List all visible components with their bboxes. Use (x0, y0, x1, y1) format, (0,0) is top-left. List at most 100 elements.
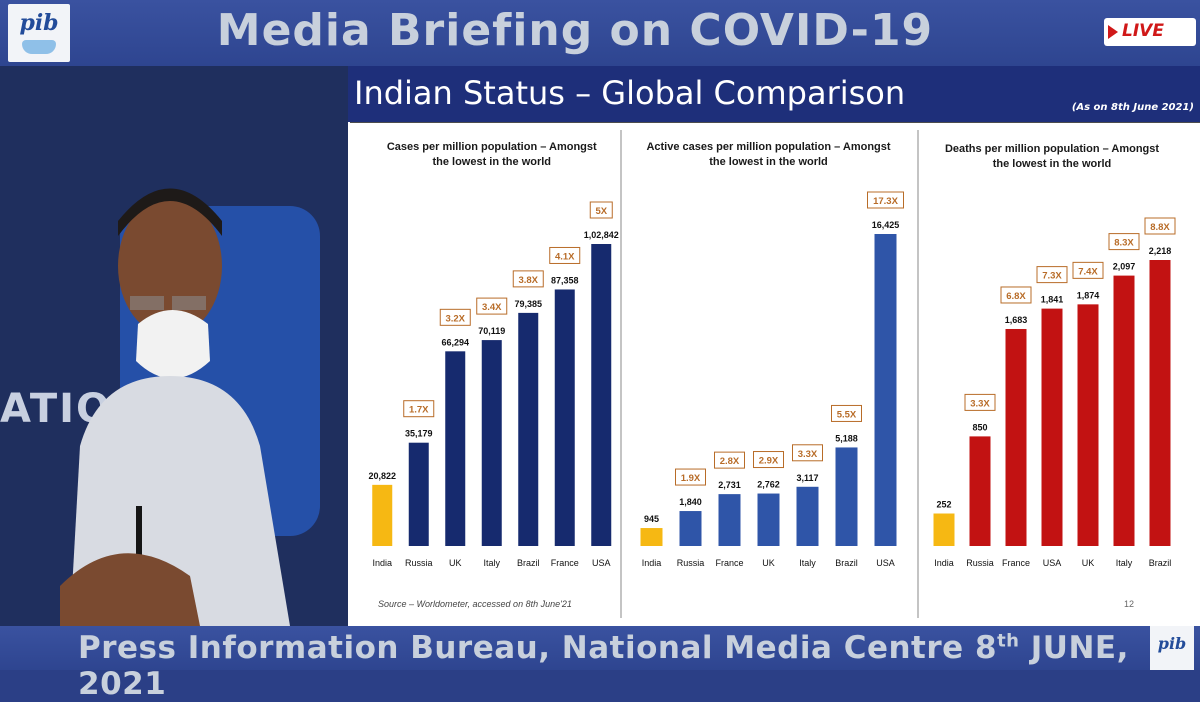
value-label: 1,840 (679, 497, 702, 507)
chart-title-line: Deaths per million population – Amongst (945, 143, 1159, 155)
value-label: 252 (936, 500, 951, 510)
footer-text-main: Press Information Bureau, National Media… (78, 630, 998, 666)
multiplier-label: 3.2X (445, 313, 465, 324)
value-label: 35,179 (405, 429, 433, 439)
value-label: 2,097 (1113, 262, 1136, 272)
value-label: 79,385 (514, 299, 542, 309)
multiplier-label: 1.7X (409, 405, 429, 416)
value-label: 2,731 (718, 480, 741, 490)
chart-title-line: the lowest in the world (993, 158, 1112, 170)
chart-title-line: Cases per million population – Amongst (387, 141, 597, 153)
charts-svg: Source – Worldometer, accessed on 8th Ju… (350, 121, 1200, 618)
category-label: UK (1082, 558, 1095, 568)
category-label: Russia (966, 558, 994, 568)
multiplier-box (1072, 261, 1104, 279)
bar-brazil (1149, 260, 1171, 546)
multiplier-label: 5.5X (837, 409, 857, 420)
category-label: USA (592, 558, 611, 568)
category-label: USA (1043, 558, 1062, 568)
multiplier-box (512, 270, 544, 288)
chart-title-line: the lowest in the world (432, 156, 551, 168)
multiplier-box (1000, 286, 1032, 304)
multiplier-box (549, 246, 581, 264)
category-label: Russia (677, 558, 705, 568)
value-label: 5,188 (835, 433, 858, 443)
value-label: 20,822 (368, 471, 396, 481)
value-label: 2,762 (757, 480, 780, 490)
bar-italy (1113, 275, 1135, 546)
bar-india (640, 528, 663, 546)
footer-banner: Press Information Bureau, National Media… (0, 626, 1200, 702)
multiplier-label: 8.3X (1114, 238, 1134, 249)
multiplier-box (675, 468, 706, 486)
footer-text-sup: th (997, 630, 1020, 652)
bar-russia (679, 511, 702, 546)
category-label: France (715, 558, 743, 568)
live-label: LIVE (1122, 21, 1164, 41)
category-label: UK (762, 558, 775, 568)
multiplier-label: 5X (595, 206, 607, 217)
multiplier-box (589, 201, 613, 219)
category-label: France (1002, 558, 1030, 568)
footer-pib-logo: pib (1150, 626, 1194, 670)
value-label: 2,218 (1149, 246, 1172, 256)
bar-uk (445, 351, 466, 546)
bar-italy (481, 340, 502, 546)
multiplier-label: 2.8X (720, 456, 740, 467)
multiplier-box (964, 393, 996, 411)
speaker-figure (60, 188, 290, 626)
bar-italy (796, 486, 819, 546)
multiplier-label: 17.3X (873, 196, 898, 207)
live-badge[interactable]: LIVE (1104, 18, 1196, 46)
value-label: 16,425 (872, 220, 900, 230)
category-label: India (372, 558, 392, 568)
value-label: 1,02,842 (584, 230, 619, 240)
multiplier-box (476, 297, 508, 315)
multiplier-label: 8.8X (1150, 222, 1170, 233)
value-label: 1,874 (1077, 290, 1100, 300)
mask-icon (22, 40, 56, 54)
multiplier-label: 3.4X (482, 302, 502, 313)
bar-india (933, 513, 955, 546)
bar-brazil (835, 447, 858, 546)
top-banner: pib Media Briefing on COVID-19 LIVE (0, 0, 1200, 66)
speaker-video: ATIONA (0, 66, 348, 626)
chart-title-line: Active cases per million population – Am… (646, 141, 890, 153)
chart-title-line: the lowest in the world (709, 156, 828, 168)
as-on-date: (As on 8th June 2021) (1071, 102, 1194, 113)
bar-uk (757, 493, 780, 546)
multiplier-label: 3.8X (518, 275, 538, 286)
multiplier-label: 3.3X (970, 398, 990, 409)
value-label: 1,683 (1005, 315, 1028, 325)
multiplier-box (831, 404, 862, 422)
bar-russia (969, 436, 991, 546)
multiplier-box (1108, 233, 1140, 251)
bar-usa (591, 244, 612, 546)
category-label: UK (449, 558, 462, 568)
multiplier-label: 2.9X (759, 456, 779, 467)
category-label: Italy (483, 558, 500, 568)
multiplier-box (714, 451, 745, 469)
footer-text: Press Information Bureau, National Media… (78, 630, 1200, 702)
multiplier-label: 7.4X (1078, 266, 1098, 277)
page-number: 12 (1124, 599, 1134, 609)
bar-france (1005, 328, 1027, 546)
value-label: 850 (972, 422, 987, 432)
value-label: 3,117 (796, 473, 818, 483)
category-label: India (934, 558, 954, 568)
value-label: 945 (644, 514, 659, 524)
multiplier-box (403, 400, 435, 418)
multiplier-box (1144, 217, 1176, 235)
pib-logo-text: pib (19, 10, 59, 36)
category-label: Brazil (517, 558, 540, 568)
category-label: Brazil (835, 558, 858, 568)
briefing-title: Media Briefing on COVID-19 (216, 5, 934, 56)
source-note: Source – Worldometer, accessed on 8th Ju… (378, 599, 572, 609)
bar-usa (1041, 308, 1063, 546)
category-label: USA (876, 558, 895, 568)
category-label: France (551, 558, 579, 568)
bar-brazil (518, 312, 539, 546)
bar-uk (1077, 304, 1099, 546)
category-label: Italy (1116, 558, 1133, 568)
multiplier-box (792, 444, 823, 462)
